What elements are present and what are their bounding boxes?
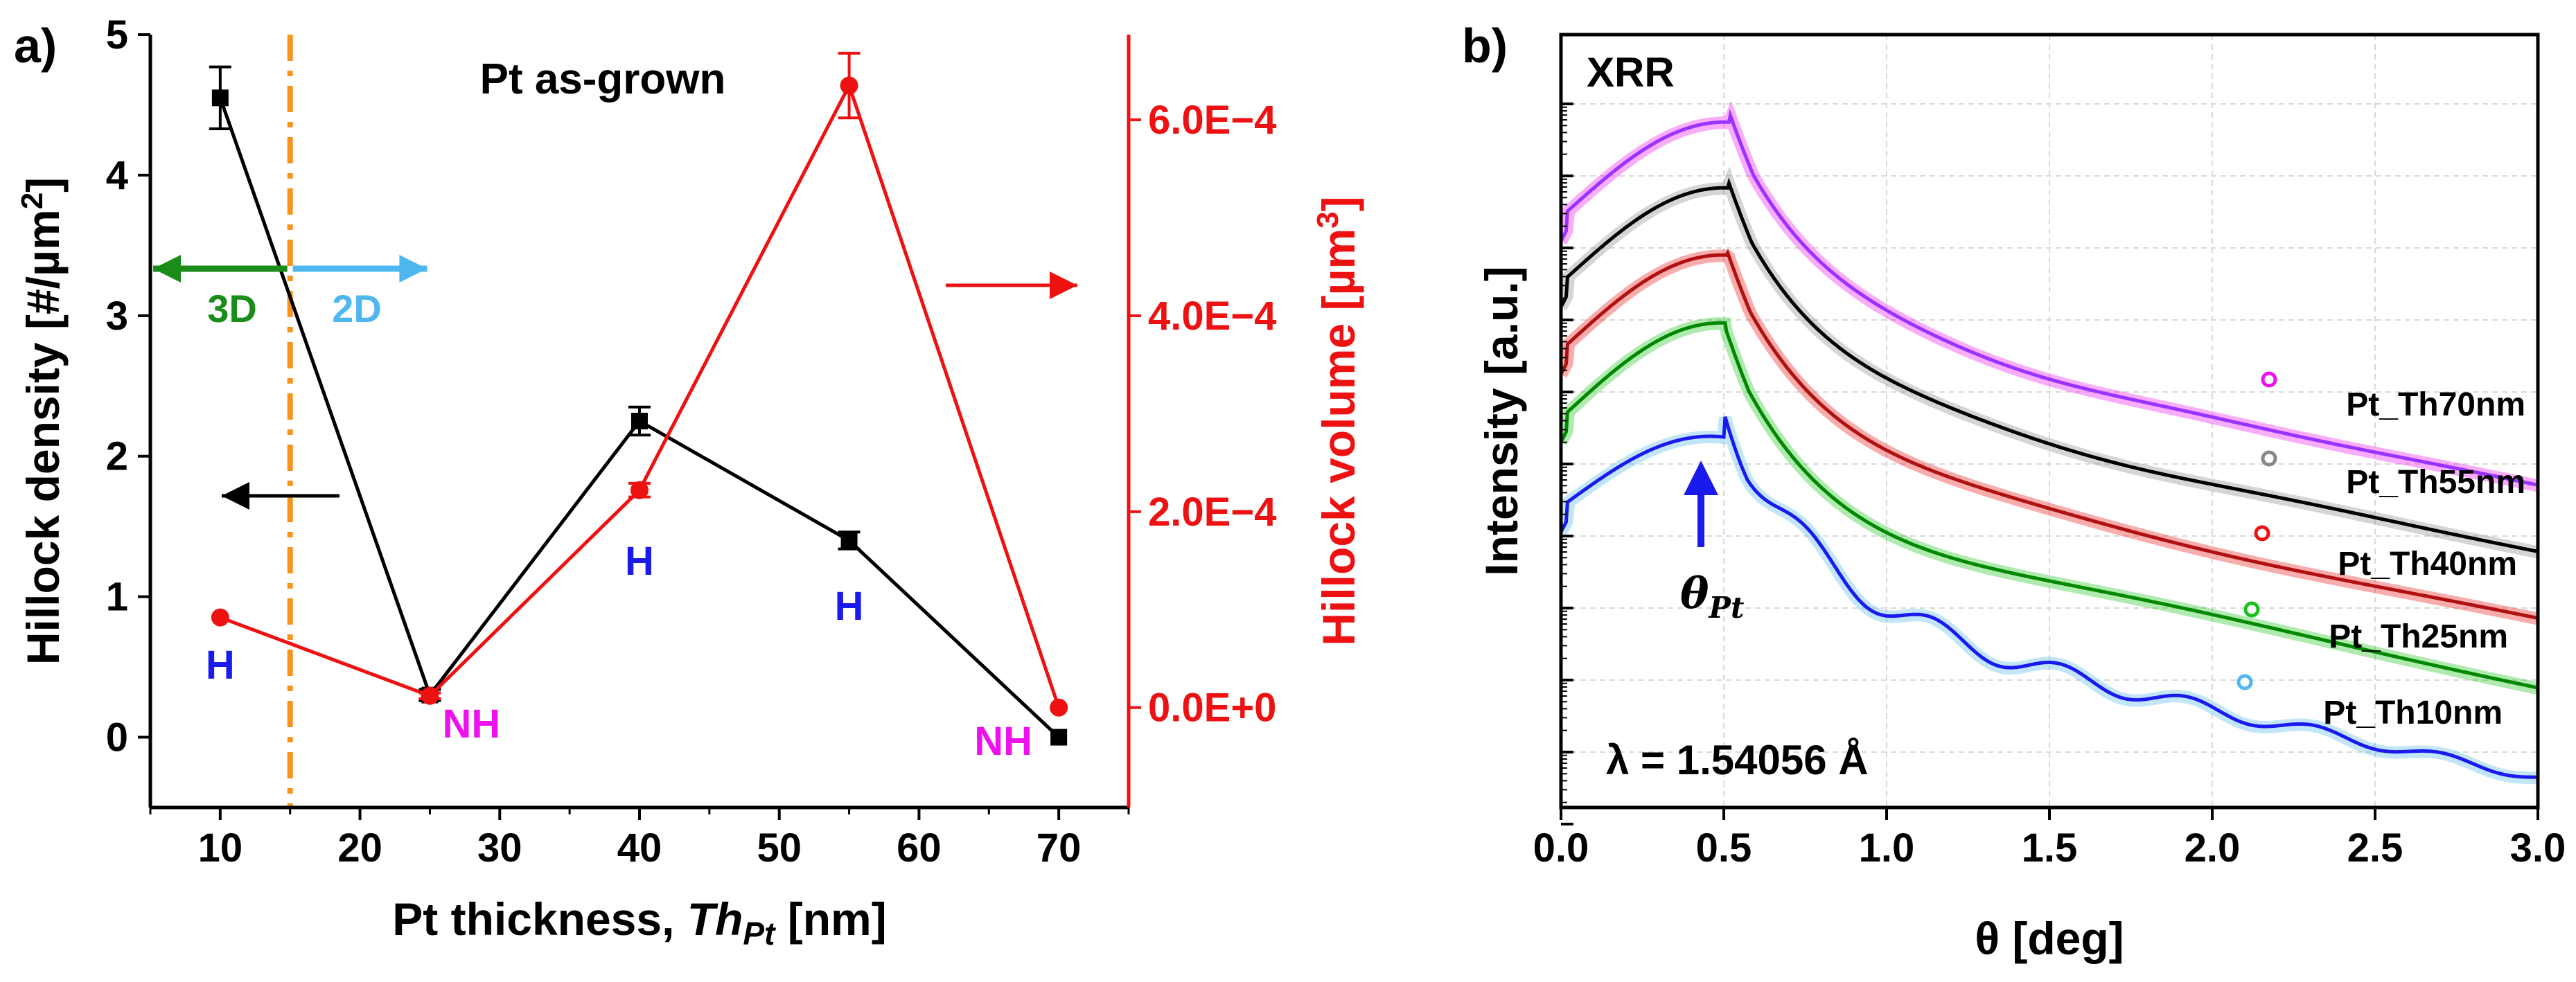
panel-a-x-tick-label: 60 [897, 825, 942, 871]
panel-a-y-left-tick-label: 1 [106, 575, 128, 620]
theta-pt-base: θ [1680, 568, 1709, 618]
label-3d: 3D [207, 287, 257, 330]
volume-point [1050, 698, 1068, 717]
panel-a-y-left-end: ] [17, 177, 69, 193]
panel-a-x-tick-label: 50 [757, 825, 802, 871]
panel-a-title: Pt as-grown [480, 55, 726, 103]
panel-a-y-right-tick-label: 6.0E−4 [1148, 98, 1276, 143]
panel-a-label: a) [14, 19, 57, 73]
panel-a-x-tick-label: 20 [337, 825, 382, 871]
hillock-label: H [835, 584, 864, 629]
panel-b-axes: 0.0 0.5 1.0 1.5 2.0 2.5 3.0 [1533, 33, 2566, 871]
arrow-3d-head [153, 255, 182, 283]
panel-a-x-tick-label: 10 [198, 825, 243, 871]
panel-b-x-tick-label: 3.0 [2510, 825, 2566, 871]
xrr-fit-Pt_Th55nm [1561, 177, 2537, 553]
panel-a-x-axis-title: Pt thickness, ThPt [nm] [392, 893, 886, 954]
panel-a-y-left-title: Hillock density [#/µm2] [15, 177, 69, 665]
panel-a-y-right-tick-label: 2.0E−4 [1148, 490, 1276, 535]
theta-pt-annotation: θPt [1680, 461, 1744, 625]
panel-a-y-right-sup: 3 [1311, 211, 1345, 228]
panel-a-series-layer [209, 51, 1068, 746]
legend-marker-Pt_Th25nm [2243, 601, 2260, 618]
panel-b-x-tick-label: 2.0 [2185, 825, 2241, 871]
panel-b-y-axis-title: Intensity [a.u.] [1476, 266, 1527, 575]
hillock-label: H [206, 643, 235, 688]
panel-a-x-title-italic: Th [687, 893, 743, 945]
volume-point [211, 608, 229, 627]
volume-point [421, 686, 439, 705]
panel-a-y-right-end: ] [1313, 196, 1364, 211]
hillock-label: NH [443, 702, 501, 747]
panel-a-y-right-tick-label: 0.0E+0 [1148, 686, 1276, 731]
panel-b-x-axis-title: θ [deg] [1975, 913, 2124, 964]
panel-a-y-left-tick-label: 4 [106, 153, 128, 198]
panel-b-legend: Pt_Th70nm Pt_Th55nm Pt_Th40nm Pt_Th25nm Pt_T… [2237, 371, 2525, 731]
legend-marker-Pt_Th10nm [2237, 674, 2253, 690]
legend-marker-Pt_Th70nm [2261, 371, 2277, 388]
panel-a-x-title-prefix: Pt thickness, [392, 893, 674, 945]
hillock-label: H [625, 539, 654, 584]
theta-pt-sub: Pt [1708, 591, 1744, 625]
panel-b-x-tick-label: 1.5 [2022, 825, 2078, 871]
xrr-fit-Pt_Th40nm [1561, 249, 2537, 620]
panel-a-y-left-tick-label: 2 [106, 434, 128, 479]
legend-marker-Pt_Th55nm [2261, 450, 2277, 467]
panel-a-x-tick-label: 70 [1036, 825, 1082, 871]
legend-label-Pt_Th10nm: Pt_Th10nm [2323, 695, 2503, 731]
xrr-fit-Pt_Th70nm [1561, 109, 2537, 487]
theta-pt-label: θPt [1680, 568, 1744, 625]
density-point [840, 532, 858, 549]
hillock-label: NH [974, 719, 1032, 764]
panel-a-x-title-suffix: [nm] [788, 893, 887, 945]
panel-b-grid [1561, 35, 2538, 807]
panel-a-y-left-tick-label: 0 [106, 715, 128, 760]
density-point [1050, 729, 1068, 746]
panel-a-y-right-title: Hillock volume [µm3] [1311, 196, 1364, 645]
panel-b-x-tick-label: 2.5 [2347, 825, 2403, 871]
panel-a-x-tick-label: 30 [477, 825, 522, 871]
panel-a-annotations: H NH H H NH [153, 255, 1077, 764]
panel-b-x-tick-label: 0.0 [1533, 825, 1589, 871]
series-line-volume [219, 81, 1061, 708]
panel-a-y-left-sup: 2 [15, 193, 49, 209]
arrow-left-axis-head [222, 482, 249, 510]
panel-a-y-right-tick-label: 4.0E−4 [1148, 294, 1276, 339]
legend-marker-Pt_Th40nm [2254, 525, 2270, 542]
panel-b-x-tick-label: 1.0 [1859, 825, 1915, 871]
panel-b-series-layer [1561, 100, 2538, 785]
theta-pt-arrow-head [1684, 461, 1718, 495]
panel-b-label: b) [1462, 19, 1508, 73]
panel-a-x-tick-label: 40 [617, 825, 662, 871]
panel-b-x-tick-label: 0.5 [1696, 825, 1752, 871]
wavelength-label: λ = 1.54056 Å [1606, 737, 1869, 783]
panel-a-y-left-tick-label: 5 [106, 12, 128, 57]
volume-point [840, 76, 858, 95]
xrr-fit-Pt_Th10nm [1561, 416, 2537, 779]
legend-label-Pt_Th70nm: Pt_Th70nm [2346, 386, 2525, 423]
legend-label-Pt_Th40nm: Pt_Th40nm [2338, 546, 2517, 582]
volume-point [630, 481, 649, 499]
legend-label-Pt_Th55nm: Pt_Th55nm [2346, 464, 2525, 501]
panel-a-y-right-text: Hillock volume [µm [1313, 229, 1364, 646]
density-point [631, 413, 648, 429]
panel-a-y-left-text: Hillock density [#/µm [17, 209, 69, 665]
panel-b: b) 0.0 0.5 1.0 1.5 2.0 2.5 3.0 Pt_Th70nm Pt_Th5… [1462, 19, 2566, 964]
panel-a-y-left-tick-label: 3 [106, 294, 128, 339]
density-point [211, 89, 229, 107]
label-2d: 2D [332, 287, 382, 330]
panel-a-x-title-sub: Pt [743, 916, 776, 952]
panel-b-title: XRR [1587, 49, 1675, 96]
arrow-2d-head [399, 255, 427, 283]
panel-a: a) 10 20 30 40 50 60 70 0 1 2 3 4 5 0.0E+0 2.0E−4 4.0E−… [14, 12, 1364, 954]
xrr-fit-Pt_Th25nm [1561, 321, 2537, 690]
panel-a-axes: 10 20 30 40 50 60 70 0 1 2 3 4 5 0.0E+0 2.0E−4 4.0E−4 6.… [106, 12, 1277, 871]
legend-label-Pt_Th25nm: Pt_Th25nm [2329, 618, 2508, 655]
arrow-right-axis-head [1050, 271, 1077, 299]
